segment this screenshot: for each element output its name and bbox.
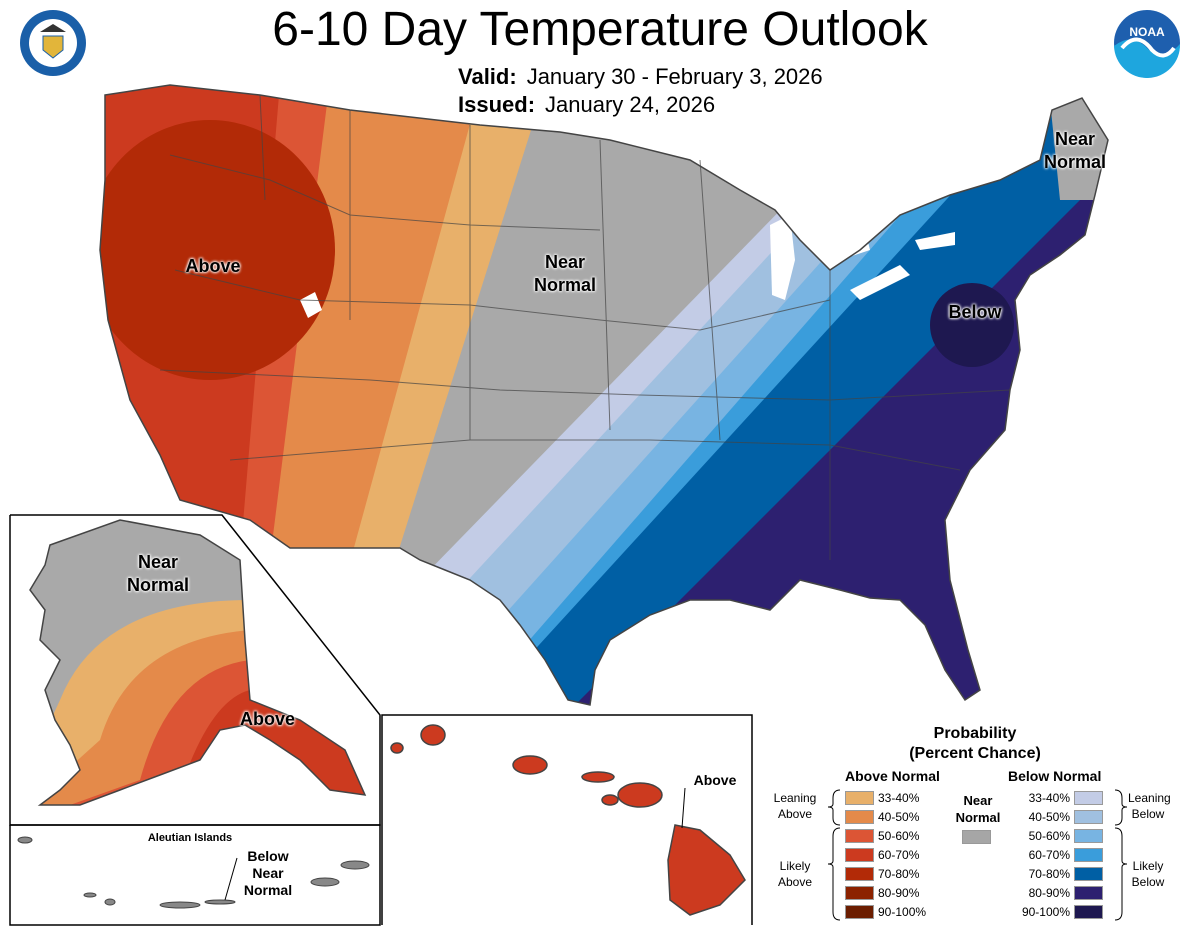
issued-value: January 24, 2026	[545, 92, 716, 117]
noaa-logo-text: NOAA	[1129, 25, 1165, 39]
valid-dates: Valid: January 30 - February 3, 2026	[458, 64, 823, 90]
aleutian-islands-title: Aleutian Islands	[147, 832, 233, 844]
issued-date: Issued: January 24, 2026	[458, 92, 715, 118]
legend-swatch	[1074, 866, 1103, 881]
legend-swatch	[1074, 847, 1103, 862]
label-alaska-above: Above	[239, 709, 295, 729]
legend-title-line1: Probability	[933, 725, 1017, 742]
legend-item: 80-90%	[845, 883, 926, 902]
valid-label: Valid:	[458, 64, 517, 89]
legend-range-label: 60-70%	[878, 847, 920, 862]
label-aleutian-below-near-normal: Below Near Normal	[243, 848, 293, 898]
legend-swatch	[845, 847, 874, 862]
label-near-normal-central: Near Normal	[533, 252, 596, 295]
legend-swatch	[1074, 790, 1103, 805]
legend-near-normal-swatch	[962, 830, 991, 844]
legend-swatch	[1074, 809, 1103, 824]
state-borders	[159, 94, 1011, 560]
legend-item: 80-90%	[1012, 883, 1103, 902]
legend-near-normal-label: Near Normal	[955, 793, 1001, 825]
alaska-outline	[29, 519, 367, 806]
lake-ontario	[915, 232, 955, 250]
legend-item: 33-40%	[845, 788, 926, 807]
legend-range-label: 70-80%	[878, 866, 920, 881]
legend-likely-below: Likely Below	[1131, 859, 1165, 889]
legend-range-label: 50-60%	[878, 828, 920, 843]
us-outline	[99, 84, 1109, 706]
legend-item: 33-40%	[1012, 788, 1103, 807]
label-above-west: Above	[185, 256, 241, 276]
legend-swatch	[1074, 885, 1103, 900]
label-hawaii-above: Above	[693, 772, 737, 788]
legend-range-label: 33-40%	[878, 790, 920, 805]
hawaii-inset-frame	[381, 714, 753, 925]
legend-range-label: 70-80%	[1028, 866, 1070, 881]
legend-range-label: 40-50%	[1028, 809, 1070, 824]
legend-range-label: 90-100%	[878, 904, 927, 919]
legend-above-header: Above Normal	[845, 768, 940, 784]
legend-swatch	[1074, 904, 1103, 919]
noaa-logo: NOAA	[1114, 10, 1181, 78]
lake-michigan	[770, 215, 795, 300]
band-below-90-100	[930, 283, 1014, 367]
valid-value: January 30 - February 3, 2026	[526, 64, 823, 89]
legend-item: 90-100%	[845, 902, 926, 921]
issued-label: Issued:	[458, 92, 536, 117]
legend-item: 60-70%	[1012, 845, 1103, 864]
legend-swatch	[845, 809, 874, 824]
legend-item: 70-80%	[845, 864, 926, 883]
legend-braces	[827, 789, 1128, 921]
legend-swatch	[845, 866, 874, 881]
commerce-seal-logo	[20, 10, 86, 76]
legend-range-label: 80-90%	[878, 885, 920, 900]
legend-below-header: Below Normal	[1008, 768, 1102, 784]
legend-swatch	[845, 828, 874, 843]
legend-item: 70-80%	[1012, 864, 1103, 883]
band-near-normal-northeast	[1040, 85, 1108, 200]
label-near-normal-northeast: Near Normal	[1043, 129, 1106, 172]
hawaii-islands	[390, 724, 746, 916]
hawaii-leader-line	[681, 787, 686, 829]
label-below-east: Below	[948, 302, 1002, 322]
aleutian-inset-frame	[9, 824, 381, 926]
lake-erie	[850, 265, 910, 300]
legend-item: 40-50%	[1012, 807, 1103, 826]
legend-swatch	[845, 885, 874, 900]
aleutian-islands	[17, 836, 370, 909]
legend-item: 50-60%	[845, 826, 926, 845]
great-salt-lake	[300, 292, 322, 318]
legend-range-label: 50-60%	[1028, 828, 1070, 843]
page-title: 6-10 Day Temperature Outlook	[272, 3, 928, 56]
legend-item: 40-50%	[845, 807, 926, 826]
legend-swatch	[1074, 828, 1103, 843]
legend-swatch	[845, 790, 874, 805]
legend-below-list: 33-40% 40-50% 50-60% 60-70% 70-80% 80-90% 90-1…	[1012, 788, 1103, 921]
legend-leaning-below: Leaning Below	[1128, 791, 1171, 821]
legend-range-label: 80-90%	[1028, 885, 1070, 900]
legend-likely-above: Likely Above	[777, 859, 813, 889]
legend-range-label: 60-70%	[1028, 847, 1070, 862]
band-above-70-80	[100, 120, 335, 380]
legend-item: 50-60%	[1012, 826, 1103, 845]
legend-leaning-above: Leaning Above	[773, 791, 817, 821]
legend-range-label: 90-100%	[1021, 904, 1070, 919]
legend-swatch	[845, 904, 874, 919]
legend-range-label: 40-50%	[878, 809, 920, 824]
legend-title: Probability (Percent Chance)	[880, 724, 1070, 764]
legend-range-label: 33-40%	[1028, 790, 1070, 805]
legend-item: 90-100%	[1012, 902, 1103, 921]
legend-title-line2: (Percent Chance)	[909, 745, 1041, 762]
label-alaska-near-normal: Near Normal	[126, 552, 189, 595]
legend-item: 60-70%	[845, 845, 926, 864]
aleutian-leader-line	[224, 857, 238, 901]
legend-above-list: 33-40% 40-50% 50-60% 60-70% 70-80% 80-90% 90-1…	[845, 788, 926, 921]
